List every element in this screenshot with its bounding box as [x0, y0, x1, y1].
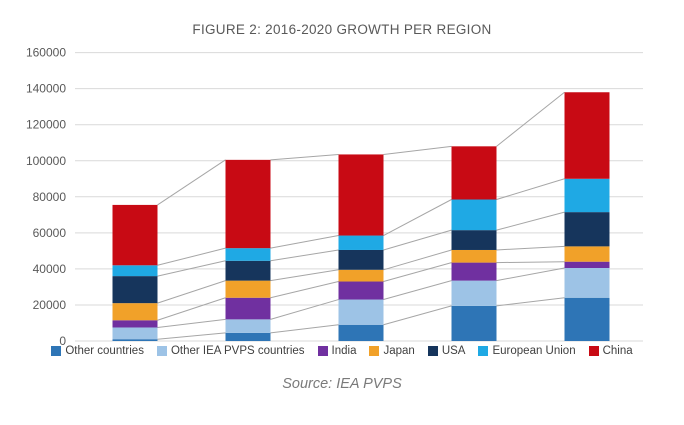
bar-segment-2019-india: [451, 262, 497, 281]
bar-segment-2016-european-union: [112, 265, 158, 277]
series-connector-line: [157, 318, 226, 328]
y-axis-tick-label: 160000: [26, 46, 66, 60]
bar-segment-2018-china: [338, 154, 384, 236]
series-connector-line: [383, 145, 452, 155]
series-connector-line: [270, 269, 339, 282]
series-connector-line: [157, 159, 226, 206]
bar-segment-2020-other-iea-pvps-countries: [564, 267, 610, 298]
y-axis-tick-label: 20000: [33, 298, 67, 312]
y-axis-tick-label: 140000: [26, 82, 66, 96]
bar-segment-2019-other-iea-pvps-countries: [451, 280, 497, 306]
series-connector-line: [270, 235, 339, 249]
series-connector-line: [383, 262, 452, 282]
legend-label-usa: USA: [441, 345, 466, 357]
bar-segment-2018-japan: [338, 269, 384, 282]
bar-segment-2016-india: [112, 320, 158, 328]
source-caption: Source: IEA PVPS: [282, 376, 402, 392]
series-connector-line: [496, 211, 565, 231]
bar-segment-2017-european-union: [225, 248, 271, 261]
series-connector-line: [496, 178, 565, 200]
series-connector-line: [157, 332, 226, 340]
bar-segment-2017-other-countries: [225, 332, 271, 341]
bar-segment-2017-india: [225, 297, 271, 320]
bar-segment-2017-other-iea-pvps-countries: [225, 319, 271, 333]
legend-item-other-countries: Other countries: [51, 345, 144, 357]
bar-segment-2018-other-countries: [338, 324, 384, 341]
series-connector-line: [157, 260, 226, 277]
legend-swatch-other-iea-pvps-countries: [156, 346, 167, 356]
series-connector-line: [496, 91, 565, 147]
bar-segment-2016-china: [112, 204, 158, 266]
bar-segment-2018-other-iea-pvps-countries: [338, 299, 384, 325]
series-connector-line: [496, 245, 565, 251]
bar-segment-2017-usa: [225, 260, 271, 281]
legend-label-india: India: [331, 345, 357, 357]
legend-label-japan: Japan: [383, 345, 415, 357]
bar-segment-2018-india: [338, 281, 384, 300]
bar-segment-2019-china: [451, 146, 497, 200]
y-axis-tick-label: 40000: [33, 262, 67, 276]
bar-segment-2020-usa: [564, 212, 610, 247]
bar-segment-2019-japan: [451, 249, 497, 263]
bar-segment-2019-european-union: [451, 199, 497, 231]
legend-swatch-usa: [427, 346, 438, 356]
series-connector-line: [270, 281, 339, 299]
series-connector-line: [270, 249, 339, 262]
bar-segment-2018-european-union: [338, 235, 384, 250]
chart-legend: Other countries Other IEA PVPS countries I…: [0, 345, 684, 357]
legend-label-european-union: European Union: [492, 345, 576, 357]
legend-swatch-india: [317, 346, 328, 356]
series-connector-line: [496, 297, 565, 307]
y-axis-tick-label: 100000: [26, 154, 66, 168]
series-connector-line: [383, 199, 452, 236]
bar-segment-2020-european-union: [564, 178, 610, 213]
series-connector-line: [157, 247, 226, 266]
bar-segment-2016-usa: [112, 276, 158, 304]
y-axis-tick-label: 0: [59, 334, 66, 348]
series-connector-line: [496, 261, 565, 264]
legend-label-other-iea-pvps-countries: Other IEA PVPS countries: [170, 345, 305, 357]
series-connector-line: [383, 229, 452, 251]
bar-segment-2020-india: [564, 261, 610, 268]
series-connector-line: [383, 305, 452, 326]
y-axis-tick-label: 80000: [33, 190, 67, 204]
bar-segment-2019-other-countries: [451, 305, 497, 341]
series-connector-line: [157, 297, 226, 321]
legend-item-japan: Japan: [369, 345, 415, 357]
series-connector-line: [383, 249, 452, 271]
series-connector-line: [383, 280, 452, 301]
y-axis-tick-label: 60000: [33, 226, 67, 240]
legend-item-china: China: [588, 345, 633, 357]
bar-segment-2019-usa: [451, 230, 497, 250]
legend-label-other-countries: Other countries: [65, 345, 144, 357]
bar-segment-2017-japan: [225, 280, 271, 298]
legend-swatch-japan: [369, 346, 380, 356]
series-connector-line: [270, 324, 339, 334]
bar-segment-2016-other-countries: [112, 339, 158, 341]
series-connector-line: [496, 267, 565, 282]
bar-segment-2020-other-countries: [564, 297, 610, 341]
bar-segment-2020-japan: [564, 246, 610, 262]
bar-segment-2020-china: [564, 92, 610, 179]
legend-swatch-china: [588, 346, 599, 356]
series-connector-line: [270, 299, 339, 320]
legend-label-china: China: [602, 345, 633, 357]
legend-swatch-other-countries: [51, 346, 62, 356]
bar-segment-2017-china: [225, 159, 271, 249]
legend-item-european-union: European Union: [478, 345, 576, 357]
legend-item-usa: USA: [427, 345, 466, 357]
y-axis-tick-label: 120000: [26, 118, 66, 132]
bar-segment-2016-other-iea-pvps-countries: [112, 327, 158, 340]
series-connector-line: [270, 153, 339, 161]
bar-segment-2016-japan: [112, 303, 158, 321]
bar-segment-2018-usa: [338, 249, 384, 270]
chart-title: FIGURE 2: 2016-2020 GROWTH PER REGION: [192, 22, 492, 37]
series-connector-line: [157, 280, 226, 304]
legend-swatch-european-union: [478, 346, 489, 356]
legend-item-other-iea-pvps-countries: Other IEA PVPS countries: [156, 345, 305, 357]
legend-item-india: India: [317, 345, 357, 357]
